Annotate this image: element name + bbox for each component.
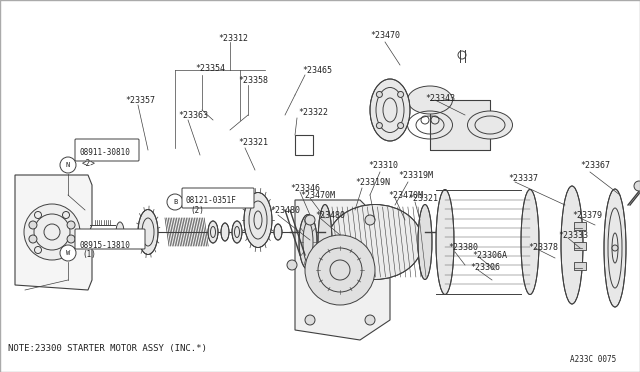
- Circle shape: [60, 157, 76, 173]
- Ellipse shape: [232, 221, 242, 243]
- Circle shape: [29, 235, 37, 243]
- Text: NOTE:23300 STARTER MOTOR ASSY (INC.*): NOTE:23300 STARTER MOTOR ASSY (INC.*): [8, 343, 207, 353]
- Text: *23357: *23357: [125, 96, 155, 105]
- Circle shape: [397, 92, 404, 97]
- Circle shape: [397, 122, 404, 129]
- Bar: [574, 222, 586, 230]
- Ellipse shape: [561, 186, 583, 304]
- Text: *23306A: *23306A: [472, 250, 507, 260]
- Text: *23321: *23321: [238, 138, 268, 147]
- Text: 08915-13810: 08915-13810: [79, 241, 130, 250]
- Circle shape: [365, 315, 375, 325]
- Circle shape: [305, 215, 315, 225]
- Text: 08911-30810: 08911-30810: [79, 148, 130, 157]
- Text: *23367: *23367: [580, 160, 610, 170]
- Ellipse shape: [370, 79, 410, 141]
- FancyBboxPatch shape: [75, 139, 139, 161]
- Ellipse shape: [274, 224, 282, 240]
- Ellipse shape: [467, 111, 513, 139]
- Text: *23470: *23470: [370, 31, 400, 39]
- Text: A233C 0075: A233C 0075: [570, 356, 616, 365]
- Text: *23363: *23363: [178, 110, 208, 119]
- Circle shape: [365, 215, 375, 225]
- Text: (1): (1): [82, 250, 96, 260]
- Text: *23465: *23465: [302, 65, 332, 74]
- Circle shape: [612, 245, 618, 251]
- Ellipse shape: [408, 86, 452, 114]
- Circle shape: [305, 235, 375, 305]
- Text: *23343: *23343: [425, 93, 455, 103]
- Ellipse shape: [221, 223, 229, 241]
- Ellipse shape: [116, 222, 124, 242]
- Text: *23378: *23378: [528, 244, 558, 253]
- FancyBboxPatch shape: [75, 229, 145, 249]
- Text: *23470M: *23470M: [300, 190, 335, 199]
- Text: *23306: *23306: [470, 263, 500, 273]
- Bar: [295, 135, 313, 155]
- Circle shape: [67, 221, 75, 229]
- Circle shape: [376, 92, 382, 97]
- Circle shape: [305, 315, 315, 325]
- Text: *23480: *23480: [270, 205, 300, 215]
- Bar: [430, 100, 490, 150]
- Ellipse shape: [604, 189, 626, 307]
- Bar: [574, 262, 586, 270]
- Text: *23354: *23354: [195, 64, 225, 73]
- Ellipse shape: [521, 189, 539, 295]
- Text: *23346: *23346: [290, 183, 320, 192]
- Circle shape: [67, 235, 75, 243]
- FancyBboxPatch shape: [182, 188, 254, 208]
- Polygon shape: [295, 200, 390, 340]
- Circle shape: [24, 204, 80, 260]
- Polygon shape: [15, 175, 92, 290]
- Circle shape: [60, 245, 76, 261]
- Text: <2>: <2>: [82, 158, 96, 167]
- Text: *23470M: *23470M: [388, 190, 423, 199]
- Bar: [574, 242, 586, 250]
- Text: *23358: *23358: [238, 76, 268, 84]
- Text: N: N: [66, 162, 70, 168]
- Text: *23322: *23322: [298, 108, 328, 116]
- Text: *23312: *23312: [218, 33, 248, 42]
- Ellipse shape: [436, 189, 454, 295]
- Circle shape: [634, 181, 640, 191]
- Text: W: W: [66, 250, 70, 256]
- Text: *23321: *23321: [408, 193, 438, 202]
- Ellipse shape: [208, 221, 218, 243]
- Text: *23380: *23380: [448, 244, 478, 253]
- Text: B: B: [173, 199, 177, 205]
- Ellipse shape: [328, 205, 422, 279]
- Text: *23337: *23337: [508, 173, 538, 183]
- Text: *23333: *23333: [558, 231, 588, 240]
- Circle shape: [287, 260, 297, 270]
- Text: *23310: *23310: [368, 160, 398, 170]
- Circle shape: [29, 221, 37, 229]
- Circle shape: [376, 122, 382, 129]
- Text: *23480: *23480: [315, 211, 345, 219]
- Text: *23319M: *23319M: [398, 170, 433, 180]
- Text: *23379: *23379: [572, 211, 602, 219]
- Ellipse shape: [418, 205, 432, 279]
- Text: *23319N: *23319N: [355, 177, 390, 186]
- Ellipse shape: [318, 205, 332, 279]
- Ellipse shape: [138, 209, 158, 254]
- Text: (2): (2): [190, 205, 204, 215]
- Ellipse shape: [244, 192, 272, 247]
- Text: 08121-0351F: 08121-0351F: [186, 196, 237, 205]
- Circle shape: [167, 194, 183, 210]
- Ellipse shape: [299, 215, 317, 269]
